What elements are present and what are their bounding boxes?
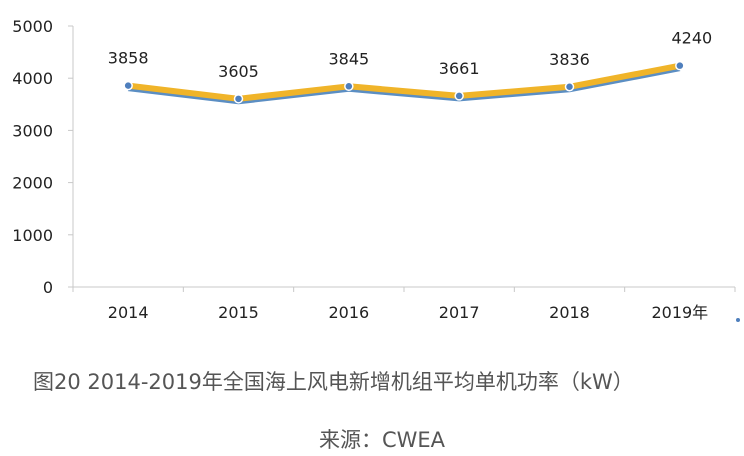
series-line (123, 60, 685, 105)
x-tick-label: 2015 (218, 303, 259, 322)
data-label: 3858 (108, 49, 149, 68)
y-tick-label: 4000 (12, 69, 53, 88)
data-label: 3605 (218, 62, 259, 81)
x-tick-label: 2014 (108, 303, 149, 322)
figure-caption: 图20 2014-2019年全国海上风电新增机组平均单机功率（kW） (33, 370, 634, 394)
data-label: 3836 (549, 50, 590, 69)
data-point-marker (123, 80, 133, 91)
data-label: 4240 (671, 29, 712, 48)
data-label: 3661 (439, 59, 480, 78)
series-line-main (127, 62, 681, 102)
x-tick-label: 2017 (439, 303, 480, 322)
x-tick-label: 2018 (549, 303, 590, 322)
data-point-marker (344, 81, 354, 92)
data-point-marker (564, 82, 575, 92)
y-tick-label: 1000 (12, 226, 53, 245)
data-point-marker (454, 91, 464, 101)
x-tick-label: 2016 (328, 303, 369, 322)
data-labels: 3858 3605 3845 3661 3836 4240 (108, 29, 712, 81)
figure-source: 来源：CWEA (318, 428, 446, 452)
y-axis: 0 1000 2000 3000 4000 5000 (12, 17, 74, 297)
x-axis: 2014 2015 2016 2017 2018 2019年 (72, 286, 740, 322)
data-point-marker (675, 60, 685, 71)
x-tick-label: 2019年 (651, 303, 708, 322)
y-tick-label: 3000 (12, 121, 53, 140)
legend-dot (736, 318, 740, 322)
y-tick-label: 5000 (12, 17, 53, 36)
data-point-marker (233, 94, 244, 104)
data-label: 3845 (328, 49, 369, 68)
y-tick-label: 2000 (12, 174, 53, 193)
y-tick-label: 0 (43, 278, 53, 297)
